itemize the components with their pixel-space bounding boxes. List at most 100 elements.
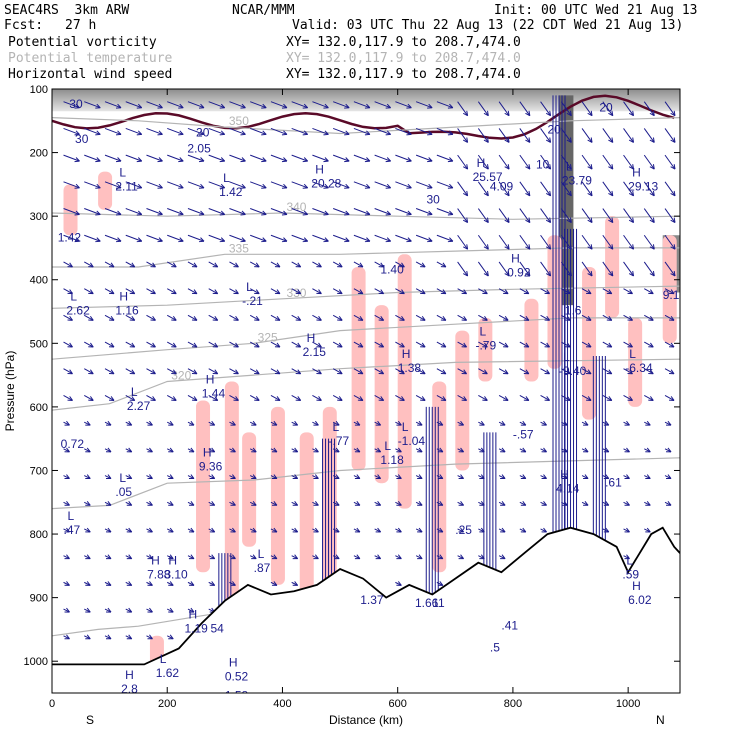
wind-vector <box>643 101 655 117</box>
wind-vector <box>187 368 198 375</box>
extremum-value: 2.05 <box>187 142 211 156</box>
wind-vector <box>167 181 184 189</box>
wind-vector <box>644 314 654 321</box>
wind-vector <box>187 527 195 533</box>
wind-vector <box>249 554 257 560</box>
wind-vector <box>623 128 635 143</box>
wind-vector <box>249 474 257 480</box>
wind-vector <box>374 234 392 243</box>
wind-vector <box>415 341 426 348</box>
wind-vector <box>332 208 350 216</box>
wind-vector <box>104 261 115 268</box>
wind-vector <box>291 500 299 506</box>
wind-vector <box>187 208 205 216</box>
pv-fill-region <box>478 317 493 382</box>
wind-vector <box>291 474 299 480</box>
wind-vector <box>478 395 488 401</box>
wind-vector <box>63 474 70 480</box>
wind-vector <box>395 288 405 295</box>
wind-vector <box>229 234 246 243</box>
wind-vector <box>540 288 550 295</box>
wind-vector <box>63 395 73 401</box>
extremum-marker: L <box>258 547 265 561</box>
wind-vector <box>457 261 469 277</box>
wind-vector <box>249 314 260 321</box>
wind-vector <box>540 234 552 250</box>
wind-vector <box>623 101 635 117</box>
extremum-value: 23.79 <box>562 173 592 187</box>
extremum-marker: H <box>189 608 198 622</box>
wind-vector <box>353 181 371 189</box>
wind-vector <box>540 420 547 426</box>
y-tick-label: 500 <box>30 338 48 350</box>
wind-vector <box>104 341 115 348</box>
field-name-pv: Potential vorticity <box>8 35 157 50</box>
wind-vector <box>187 395 198 401</box>
wind-vector <box>353 127 371 136</box>
extremum-marker: H <box>203 445 212 459</box>
wind-vector <box>84 368 94 375</box>
wind-vector <box>560 208 572 223</box>
wind-vector <box>270 101 288 109</box>
wind-vector <box>332 368 343 375</box>
extremum-value: .41 <box>501 618 518 632</box>
y-tick-label: 100 <box>30 84 48 96</box>
wind-vector <box>436 395 447 401</box>
wind-vector <box>332 420 340 426</box>
wind-vector <box>104 634 112 640</box>
wind-vector <box>498 447 506 453</box>
wind-vector <box>498 420 506 426</box>
extremum-marker: L <box>70 290 77 304</box>
wind-vector <box>63 634 70 640</box>
y-tick-label: 400 <box>30 275 48 287</box>
wind-vector <box>63 234 80 243</box>
wind-vector <box>498 368 509 375</box>
wind-vector <box>104 581 112 586</box>
x-tick-label: 600 <box>389 698 407 710</box>
extremum-value: 0.52 <box>225 669 249 683</box>
below-ground-mask <box>52 527 680 693</box>
wind-vector <box>125 607 133 613</box>
wind-vector <box>249 447 257 453</box>
wind-vector <box>63 261 73 268</box>
wind-vector <box>581 234 593 250</box>
wind-vector <box>312 154 329 163</box>
valid-time: Valid: 03 UTC Thu 22 Aug 13 (22 CDT Wed … <box>292 18 684 33</box>
wind-vector <box>312 474 319 480</box>
wind-vector <box>104 420 112 426</box>
extremum-marker: H <box>168 554 177 568</box>
wind-vector <box>353 500 361 506</box>
wind-vector <box>581 474 589 480</box>
wind-vector <box>187 181 205 189</box>
wind-vector <box>104 101 122 109</box>
wind-vector <box>436 368 447 375</box>
extremum-value: -.77 <box>329 434 350 448</box>
extremum-value: .59 <box>622 568 639 582</box>
wind-vector <box>84 395 94 401</box>
wind-vector <box>229 527 236 533</box>
wind-vector <box>249 368 260 375</box>
y-tick-label: 700 <box>30 465 48 477</box>
wind-vector <box>104 527 112 533</box>
wind-vector <box>229 368 239 375</box>
wind-vector <box>643 154 655 170</box>
wind-vector <box>104 368 115 375</box>
wind-vector <box>415 261 426 268</box>
extremum-value: 6.02 <box>628 593 652 607</box>
wind-vector <box>436 101 454 109</box>
wind-vector <box>560 101 572 117</box>
extremum-value: 1.66 <box>415 596 439 610</box>
theta-contour <box>52 247 680 268</box>
field-name-theta: Potential temperature <box>8 51 173 66</box>
wind-vector <box>312 127 329 136</box>
wind-vector <box>415 154 433 163</box>
wind-vector <box>581 500 589 506</box>
wind-vector <box>602 154 614 170</box>
wind-vector <box>84 208 101 216</box>
wind-vector <box>374 554 382 560</box>
wind-vector <box>353 341 364 348</box>
wind-vector <box>374 420 382 426</box>
extremum-value: -6.34 <box>625 361 653 375</box>
extremum-marker: H <box>632 166 641 180</box>
wind-vector <box>395 447 402 453</box>
